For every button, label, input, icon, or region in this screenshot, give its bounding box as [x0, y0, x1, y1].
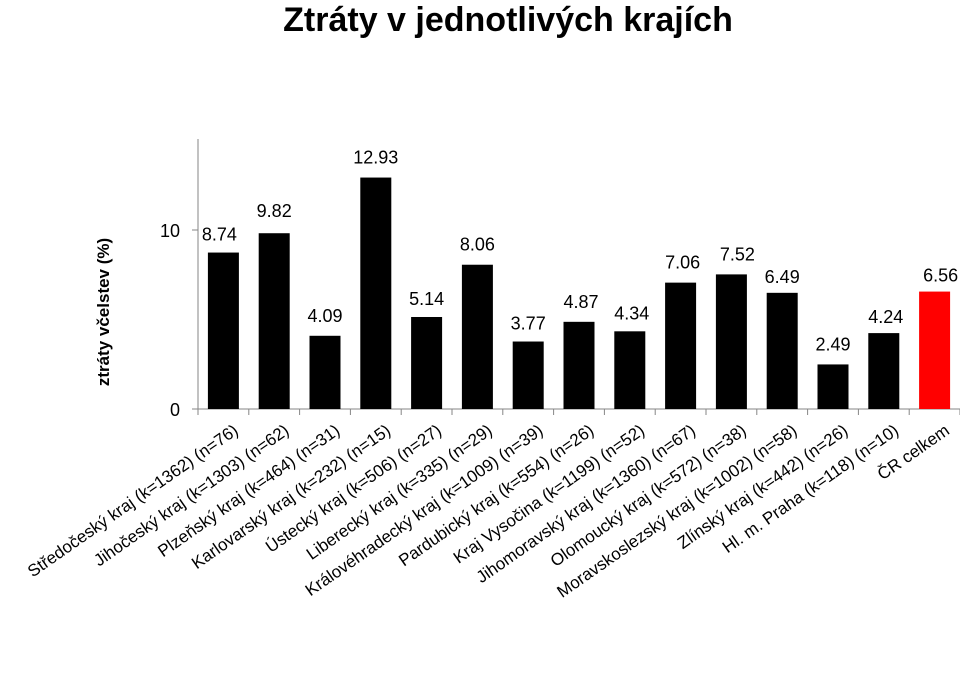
chart-title: Ztráty v jednotlivých krajích [283, 1, 733, 39]
data-label: 2.49 [815, 334, 850, 354]
bar [817, 364, 849, 409]
bar [360, 177, 392, 409]
data-label: 6.49 [765, 267, 800, 287]
data-label: 7.06 [665, 253, 700, 273]
data-label: 12.93 [353, 148, 398, 168]
category-label: Jihočeský kraj (k=1303) (n=62) [90, 421, 292, 570]
data-label: 4.87 [563, 292, 598, 312]
data-label: 6.56 [923, 266, 958, 286]
bar [766, 292, 798, 409]
bar [411, 316, 443, 409]
data-label: 5.14 [409, 289, 444, 309]
data-label: 4.34 [614, 303, 649, 323]
bar [461, 264, 493, 409]
bars [207, 177, 951, 409]
data-label: 3.77 [511, 314, 546, 334]
data-label: 9.82 [257, 201, 292, 221]
data-labels: 8.74 9.82 4.09 12.93 5.14 8.06 3.77 4.87 4.34 7.0… [202, 148, 958, 355]
data-label: 7.52 [720, 244, 755, 264]
data-label: 8.74 [202, 225, 237, 245]
bar [309, 335, 341, 409]
bar [868, 333, 900, 409]
data-label: 8.06 [460, 235, 495, 255]
y-axis-title: ztráty včelstev (%) [94, 238, 113, 386]
bar [614, 331, 646, 409]
category-labels: Středočeský kraj (k=1362) (n=76)Jihočesk… [24, 421, 953, 602]
bar [207, 252, 239, 409]
bar [563, 321, 595, 409]
bar [715, 274, 747, 409]
bar [665, 282, 697, 409]
bar [258, 233, 290, 409]
y-tick-label: 0 [170, 400, 180, 420]
bar [919, 291, 951, 409]
y-tick-label: 10 [160, 221, 180, 241]
data-label: 4.09 [307, 306, 342, 326]
bar [512, 341, 544, 409]
data-label: 4.24 [868, 307, 903, 327]
